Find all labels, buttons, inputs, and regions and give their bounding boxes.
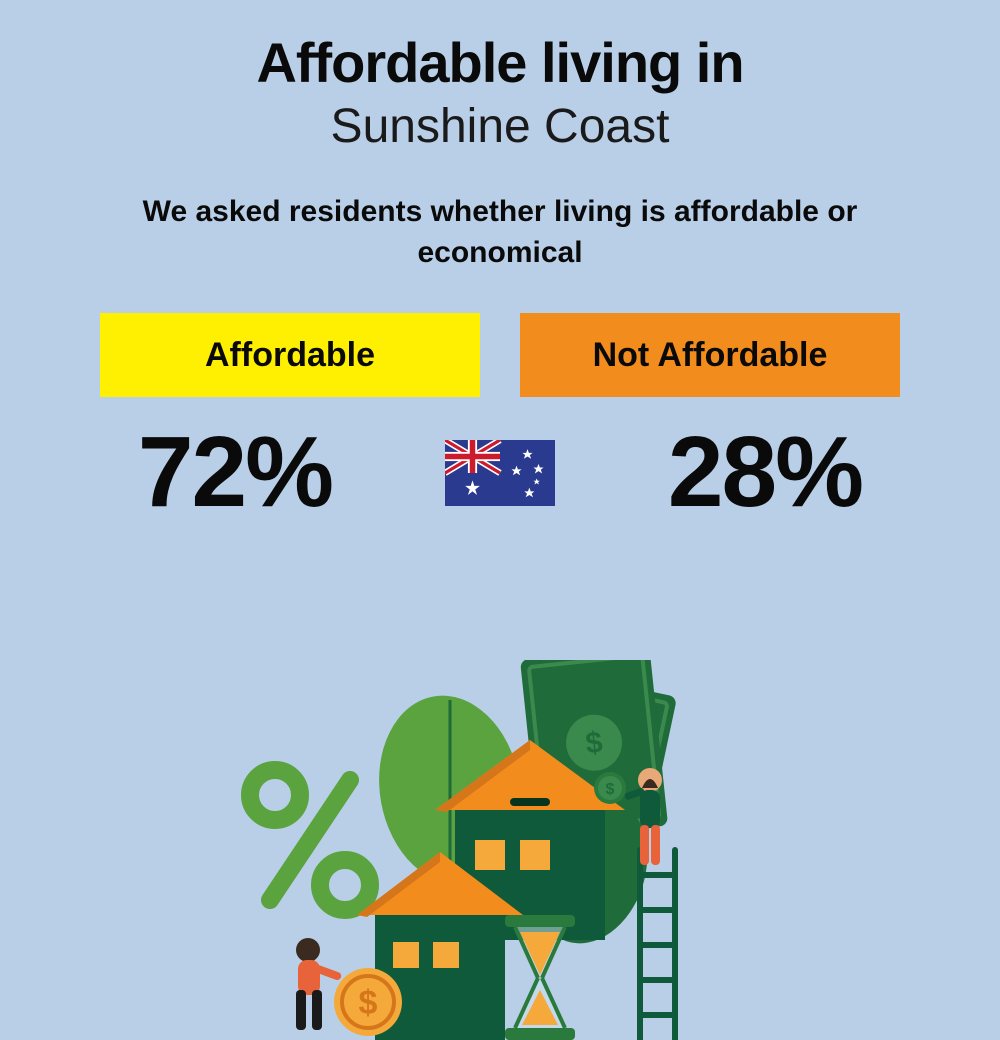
pill-not-affordable: Not Affordable <box>520 313 900 397</box>
illustration: $ $ <box>220 660 780 1040</box>
svg-text:$: $ <box>359 984 378 1022</box>
title-line2: Sunshine Coast <box>0 99 1000 154</box>
poll-pills: Affordable Not Affordable <box>0 313 1000 397</box>
value-not-affordable: 28% <box>595 415 935 530</box>
title-line1: Affordable living in <box>0 30 1000 95</box>
header: Affordable living in Sunshine Coast <box>0 0 1000 154</box>
subtitle-text: We asked residents whether living is aff… <box>0 192 1000 273</box>
australia-flag-icon <box>445 440 555 506</box>
value-affordable: 72% <box>65 415 405 530</box>
pill-affordable: Affordable <box>100 313 480 397</box>
svg-text:$: $ <box>606 781 615 798</box>
poll-values: 72% 28% <box>0 415 1000 530</box>
